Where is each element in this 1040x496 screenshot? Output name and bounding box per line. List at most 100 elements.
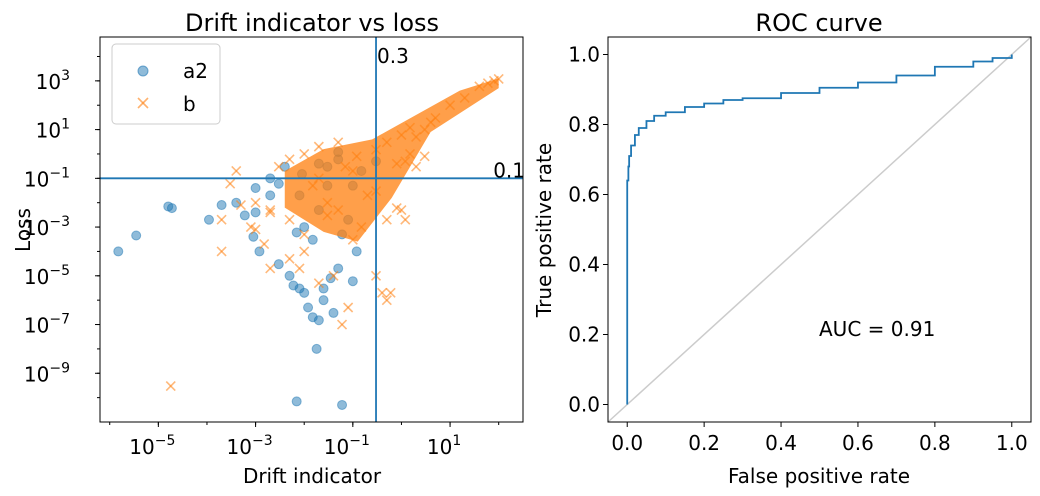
b-point	[265, 204, 276, 216]
b-point	[284, 214, 295, 225]
a2-point	[318, 295, 329, 306]
a2-point	[231, 197, 242, 208]
b-point	[299, 246, 310, 257]
b-point	[411, 161, 422, 172]
roc-title: ROC curve	[755, 9, 882, 37]
b-point	[381, 214, 392, 225]
hline-label: 0.1	[493, 158, 525, 182]
b-point	[284, 253, 295, 264]
legend: a2 b	[111, 43, 221, 125]
y-tick-label: 101	[36, 117, 70, 143]
roc-y-tick-label: 0.2	[568, 323, 600, 347]
y-tick-label: 10−1	[24, 165, 70, 191]
a2-point	[337, 399, 348, 410]
b-point	[245, 221, 256, 233]
a2-point	[291, 227, 302, 238]
a2-point	[113, 246, 124, 257]
b-point	[381, 295, 392, 306]
roc-x-tick-label: 0.8	[919, 431, 951, 455]
scatter-x-label: Drift indicator	[243, 464, 382, 488]
a2-point	[273, 259, 284, 270]
chance-line	[607, 36, 1032, 423]
legend-label-a2: a2	[183, 59, 208, 83]
b-point	[400, 214, 411, 225]
a2-point	[254, 246, 265, 257]
a2-point	[203, 214, 214, 225]
a2-point	[284, 270, 295, 281]
x-tick-label: 10−1	[324, 433, 370, 459]
a2-point	[250, 183, 261, 194]
b-point	[259, 239, 270, 250]
a2-point	[273, 178, 284, 189]
roc-y-tick-label: 0.4	[568, 253, 600, 277]
b-point	[377, 287, 388, 298]
roc-x-tick-label: 1.0	[996, 431, 1028, 455]
b-point	[250, 197, 261, 208]
y-tick-label: 10−9	[24, 360, 70, 386]
b-point	[265, 207, 276, 218]
a2-point	[248, 231, 259, 242]
roc-panel: ROC curve 0.0 0.2 0.4 0.6 0.8 1.0 0.0 0.2 0.4 0.6…	[532, 9, 1032, 488]
a2-point	[291, 396, 302, 407]
b-point	[328, 270, 339, 281]
b-point	[284, 154, 295, 165]
a2-point	[216, 200, 227, 211]
y-tick-label: 10−7	[24, 312, 70, 338]
b-point	[336, 319, 348, 330]
x-tick-label: 10−3	[227, 433, 273, 459]
y-tick-label: 103	[36, 68, 70, 94]
b-point	[313, 141, 324, 152]
a2-point	[303, 302, 314, 313]
b-point	[294, 263, 305, 274]
legend-box	[111, 43, 221, 125]
roc-x-label: False positive rate	[728, 464, 910, 488]
b-point	[235, 199, 247, 211]
auc-annotation: AUC = 0.91	[819, 317, 935, 341]
a2-point	[311, 343, 322, 354]
b-point	[273, 161, 284, 172]
b-point	[391, 203, 402, 214]
y-tick-label: 10−5	[24, 263, 70, 289]
x-tick-label: 10−5	[129, 433, 175, 459]
roc-curve	[626, 54, 1013, 405]
x-tick-label: 101	[427, 433, 461, 459]
vline-label: 0.3	[377, 44, 409, 68]
b-point	[165, 380, 176, 392]
roc-y-tick-label: 0.8	[568, 113, 600, 137]
roc-x-tick-label: 0.6	[842, 431, 874, 455]
scatter-panel: Drift indicator vs loss 10−5 10−3 10−1 101 1…	[11, 9, 525, 488]
legend-label-b: b	[183, 92, 196, 116]
roc-x-tick-label: 0.4	[765, 431, 797, 455]
roc-y-tick-label: 0.0	[568, 393, 600, 417]
a2-point	[313, 315, 324, 326]
scatter-title: Drift indicator vs loss	[185, 9, 439, 37]
roc-x-tick-label: 0.2	[688, 431, 720, 455]
a2-point	[250, 207, 261, 218]
b-point	[385, 287, 396, 298]
a2-point	[265, 190, 276, 201]
b-point	[216, 214, 227, 225]
b-point	[225, 178, 236, 189]
b-point	[343, 302, 354, 313]
b-density-band	[284, 78, 499, 242]
a2-point	[299, 222, 310, 233]
b-point	[333, 137, 344, 148]
b-point	[265, 263, 276, 274]
a2-point	[347, 276, 358, 287]
scatter-axes-frame	[99, 36, 524, 423]
legend-marker-a2	[137, 65, 149, 77]
a2-point	[333, 263, 344, 274]
b-point	[299, 148, 310, 160]
b-point	[299, 229, 310, 240]
a2-point	[299, 287, 310, 298]
legend-marker-b	[137, 97, 149, 109]
roc-axes-frame	[607, 36, 1032, 423]
a2-point	[307, 234, 318, 245]
a2-point	[328, 307, 339, 318]
b-point	[231, 165, 242, 177]
roc-x-tick-label: 0.0	[611, 431, 643, 455]
b-point	[216, 246, 227, 257]
roc-y-tick-label: 0.6	[568, 183, 600, 207]
b-point	[419, 151, 430, 162]
